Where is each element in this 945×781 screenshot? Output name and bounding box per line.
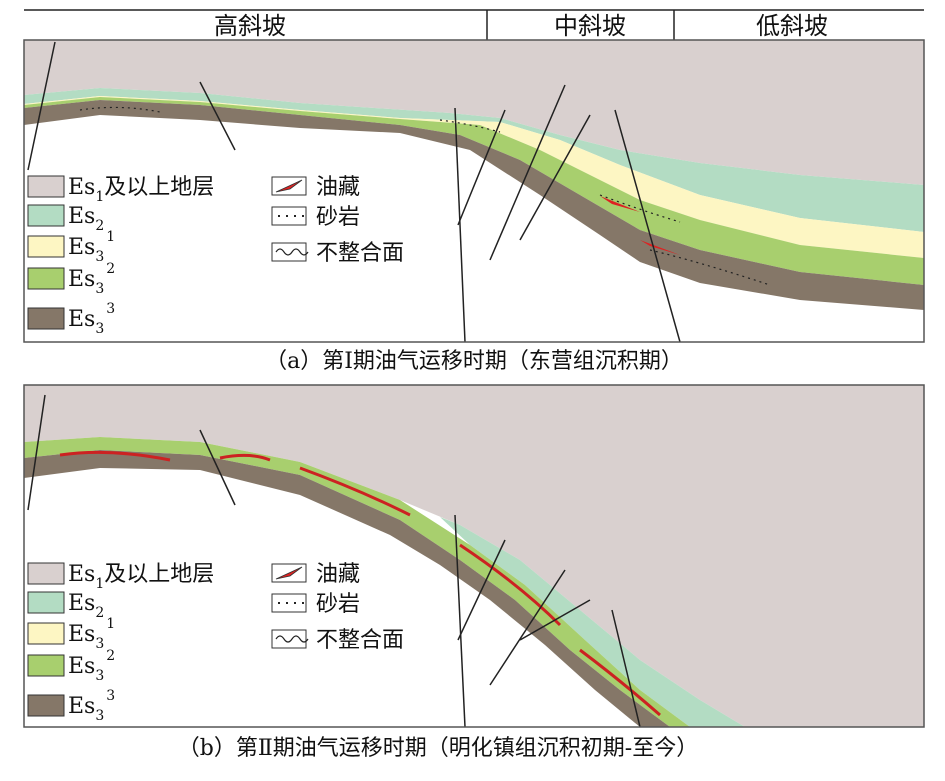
label-subscript: 3 [95, 636, 104, 652]
label-subscript: 1 [95, 576, 104, 592]
legend-symbol [271, 629, 307, 649]
label-superscript: 1 [106, 229, 115, 245]
legend-label: Es1及以上地层 [68, 562, 214, 592]
legend-swatch [27, 622, 65, 645]
legend-label: Es2 [68, 204, 104, 234]
label-base: Es [68, 622, 95, 647]
label-subscript: 3 [95, 668, 104, 684]
legend-label: Es32 [68, 261, 115, 297]
label-base: Es [68, 267, 95, 292]
zone-label: 低斜坡 [756, 12, 828, 40]
label-base: Es [68, 654, 95, 679]
legend-swatch [27, 175, 65, 198]
label-subscript: 3 [95, 249, 104, 265]
label-suffix: 及以上地层 [104, 562, 214, 587]
label-subscript: 3 [95, 708, 104, 724]
legend-label: 不整合面 [316, 628, 404, 653]
label-subscript: 2 [95, 605, 104, 621]
label-base: Es [68, 204, 95, 229]
cross-section-b: （b）第Ⅱ期油气运移时期（明化镇组沉积初期-至今） [23, 384, 925, 761]
oil-symbol [275, 566, 303, 580]
legend-label: Es2 [68, 591, 104, 621]
label-suffix: 及以上地层 [104, 175, 214, 200]
legend-swatch [27, 267, 65, 290]
legend-label: Es33 [68, 688, 115, 724]
label-subscript: 3 [95, 281, 104, 297]
unconformity-symbol [275, 248, 309, 256]
label-subscript: 2 [95, 218, 104, 234]
legend-swatch [27, 694, 65, 717]
legend-label: Es33 [68, 301, 115, 337]
label-superscript: 3 [106, 688, 115, 704]
label-superscript: 1 [106, 616, 115, 632]
legend-label: 油藏 [316, 562, 360, 587]
legend-label: Es31 [68, 616, 115, 652]
legend-label: 砂岩 [316, 205, 360, 230]
caption: （a）第Ⅰ期油气运移时期（东营组沉积期） [265, 349, 683, 374]
zone-label: 高斜坡 [214, 12, 286, 40]
legend-label: Es1及以上地层 [68, 175, 214, 205]
legend-label: 不整合面 [316, 241, 404, 266]
caption: （b）第Ⅱ期油气运移时期（明化镇组沉积初期-至今） [178, 736, 698, 761]
legend-swatch [27, 591, 65, 614]
zone-label: 中斜坡 [554, 12, 626, 40]
legend-symbol [271, 242, 307, 262]
legend-label: Es32 [68, 648, 115, 684]
label-subscript: 3 [95, 321, 104, 337]
legend-symbol [271, 593, 307, 613]
label-subscript: 1 [95, 189, 104, 205]
legend-swatch [27, 654, 65, 677]
label-base: Es [68, 235, 95, 260]
legend-swatch [27, 307, 65, 330]
label-base: Es [68, 562, 95, 587]
legend-label: Es31 [68, 229, 115, 265]
label-base: Es [68, 591, 95, 616]
label-base: Es [68, 175, 95, 200]
unconformity-symbol [275, 635, 309, 643]
legend-swatch [27, 235, 65, 258]
label-superscript: 2 [106, 261, 115, 277]
legend-label: 油藏 [316, 175, 360, 200]
label-base: Es [68, 694, 95, 719]
legend-label: 砂岩 [316, 592, 360, 617]
label-base: Es [68, 307, 95, 332]
label-superscript: 3 [106, 301, 115, 317]
label-superscript: 2 [106, 648, 115, 664]
cross-section-a: （a）第Ⅰ期油气运移时期（东营组沉积期） [23, 39, 925, 374]
legend-swatch [27, 562, 65, 585]
legend-swatch [27, 204, 65, 227]
legend-symbol [271, 206, 307, 226]
header: 高斜坡 中斜坡 低斜坡 [24, 9, 924, 40]
oil-symbol [275, 179, 303, 193]
